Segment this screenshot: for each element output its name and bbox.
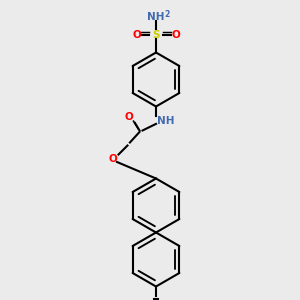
Text: NH: NH	[158, 116, 175, 126]
Text: NH: NH	[147, 11, 165, 22]
Text: O: O	[132, 29, 141, 40]
Text: O: O	[109, 154, 118, 164]
Text: 2: 2	[164, 10, 169, 19]
Text: O: O	[171, 29, 180, 40]
Text: S: S	[152, 29, 160, 40]
Text: O: O	[124, 112, 134, 122]
